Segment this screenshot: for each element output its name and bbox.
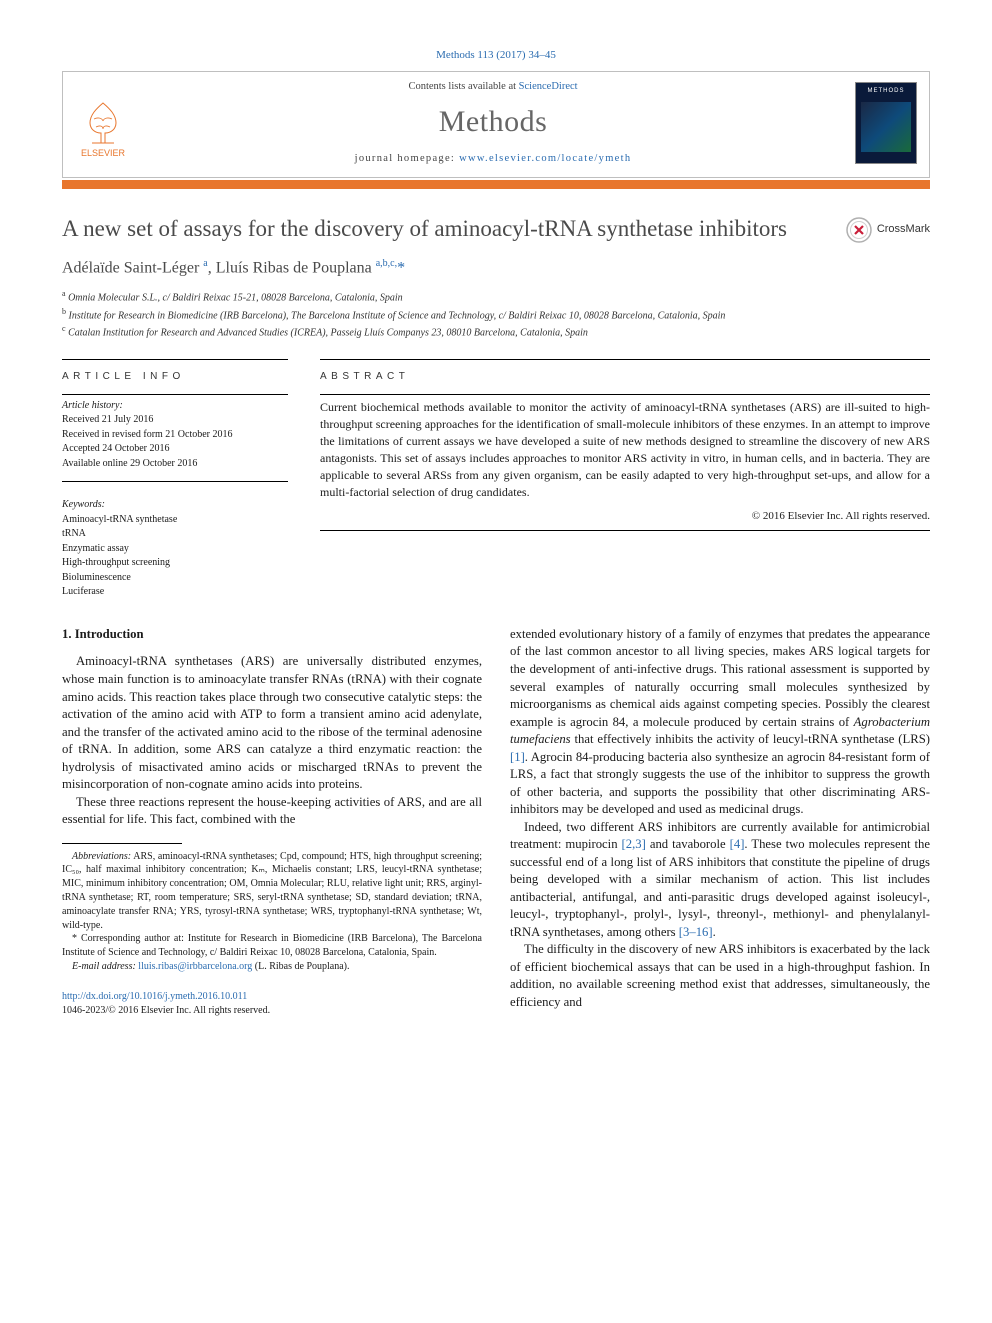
- journal-name: Methods: [145, 101, 841, 142]
- email-link[interactable]: lluis.ribas@irbbarcelona.org: [138, 961, 252, 972]
- aff-marker: c: [62, 324, 66, 333]
- corr-text: Corresponding author at: Institute for R…: [62, 933, 482, 958]
- running-header: Methods 113 (2017) 34–45: [62, 48, 930, 63]
- article-history: Article history: Received 21 July 2016 R…: [62, 395, 288, 472]
- abbrev-text: ARS, aminoacyl-tRNA synthetases; Cpd, co…: [62, 851, 482, 931]
- abstract-text: Current biochemical methods available to…: [320, 395, 930, 501]
- keywords-label: Keywords:: [62, 498, 288, 513]
- section-number: 1.: [62, 627, 72, 641]
- body-column-right: extended evolutionary history of a famil…: [510, 626, 930, 1017]
- body-column-left: 1. Introduction Aminoacyl-tRNA synthetas…: [62, 626, 482, 1017]
- masthead: ELSEVIER Contents lists available at Sci…: [62, 71, 930, 177]
- keywords-block: Keywords: Aminoacyl-tRNA synthetase tRNA…: [62, 492, 288, 600]
- crossmark-badge[interactable]: CrossMark: [846, 217, 930, 243]
- keyword: Bioluminescence: [62, 571, 288, 586]
- section-heading: 1. Introduction: [62, 626, 482, 644]
- body-paragraph: Aminoacyl-tRNA synthetases (ARS) are uni…: [62, 653, 482, 793]
- elsevier-label: ELSEVIER: [81, 147, 125, 159]
- issn-copyright: 1046-2023/© 2016 Elsevier Inc. All right…: [62, 1004, 482, 1018]
- abstract-heading: ABSTRACT: [320, 360, 930, 394]
- cover-label: METHODS: [868, 87, 905, 95]
- article-info-heading: ARTICLE INFO: [62, 360, 288, 394]
- doi-block: http://dx.doi.org/10.1016/j.ymeth.2016.1…: [62, 990, 482, 1018]
- history-item: Accepted 24 October 2016: [62, 442, 288, 457]
- citation-link[interactable]: Methods 113 (2017) 34–45: [436, 49, 556, 61]
- body-paragraph: extended evolutionary history of a famil…: [510, 626, 930, 819]
- author-list: Adélaïde Saint-Léger a, Lluís Ribas de P…: [62, 257, 930, 279]
- cover-image: [861, 102, 911, 152]
- footnotes: Abbreviations: ARS, aminoacyl-tRNA synth…: [62, 850, 482, 974]
- elsevier-logo: ELSEVIER: [75, 87, 131, 159]
- accent-bar: [62, 180, 930, 189]
- email-person: (L. Ribas de Pouplana).: [252, 961, 349, 972]
- affiliation: Catalan Institution for Research and Adv…: [68, 328, 588, 339]
- keyword: Aminoacyl-tRNA synthetase: [62, 513, 288, 528]
- article-title: A new set of assays for the discovery of…: [62, 215, 822, 244]
- email-label: E-mail address:: [72, 961, 136, 972]
- homepage-prefix: journal homepage:: [355, 153, 459, 164]
- affiliations: a Omnia Molecular S.L., c/ Baldiri Reixa…: [62, 288, 930, 341]
- homepage-line: journal homepage: www.elsevier.com/locat…: [145, 152, 841, 166]
- crossmark-icon: [846, 217, 872, 243]
- journal-cover-thumbnail: METHODS: [855, 82, 917, 164]
- footnote-separator: [62, 843, 182, 844]
- contents-line: Contents lists available at ScienceDirec…: [145, 80, 841, 94]
- homepage-link[interactable]: www.elsevier.com/locate/ymeth: [459, 153, 631, 164]
- history-item: Available online 29 October 2016: [62, 457, 288, 472]
- aff-marker: a: [62, 289, 66, 298]
- body-paragraph: Indeed, two different ARS inhibitors are…: [510, 819, 930, 942]
- history-item: Received 21 July 2016: [62, 413, 288, 428]
- affiliation: Institute for Research in Biomedicine (I…: [69, 310, 726, 321]
- sciencedirect-link[interactable]: ScienceDirect: [519, 81, 578, 92]
- abbrev-label: Abbreviations:: [72, 851, 131, 862]
- history-item: Received in revised form 21 October 2016: [62, 428, 288, 443]
- keyword: Luciferase: [62, 585, 288, 600]
- body-paragraph: The difficulty in the discovery of new A…: [510, 941, 930, 1011]
- abstract-copyright: © 2016 Elsevier Inc. All rights reserved…: [320, 509, 930, 524]
- contents-prefix: Contents lists available at: [408, 81, 518, 92]
- keyword: tRNA: [62, 527, 288, 542]
- keyword: High-throughput screening: [62, 556, 288, 571]
- body-paragraph: These three reactions represent the hous…: [62, 794, 482, 829]
- section-title: Introduction: [75, 627, 144, 641]
- doi-link[interactable]: http://dx.doi.org/10.1016/j.ymeth.2016.1…: [62, 991, 247, 1002]
- affiliation: Omnia Molecular S.L., c/ Baldiri Reixac …: [68, 292, 403, 303]
- history-label: Article history:: [62, 399, 288, 414]
- tree-icon: [80, 99, 126, 147]
- crossmark-label: CrossMark: [877, 222, 930, 237]
- keyword: Enzymatic assay: [62, 542, 288, 557]
- aff-marker: b: [62, 307, 66, 316]
